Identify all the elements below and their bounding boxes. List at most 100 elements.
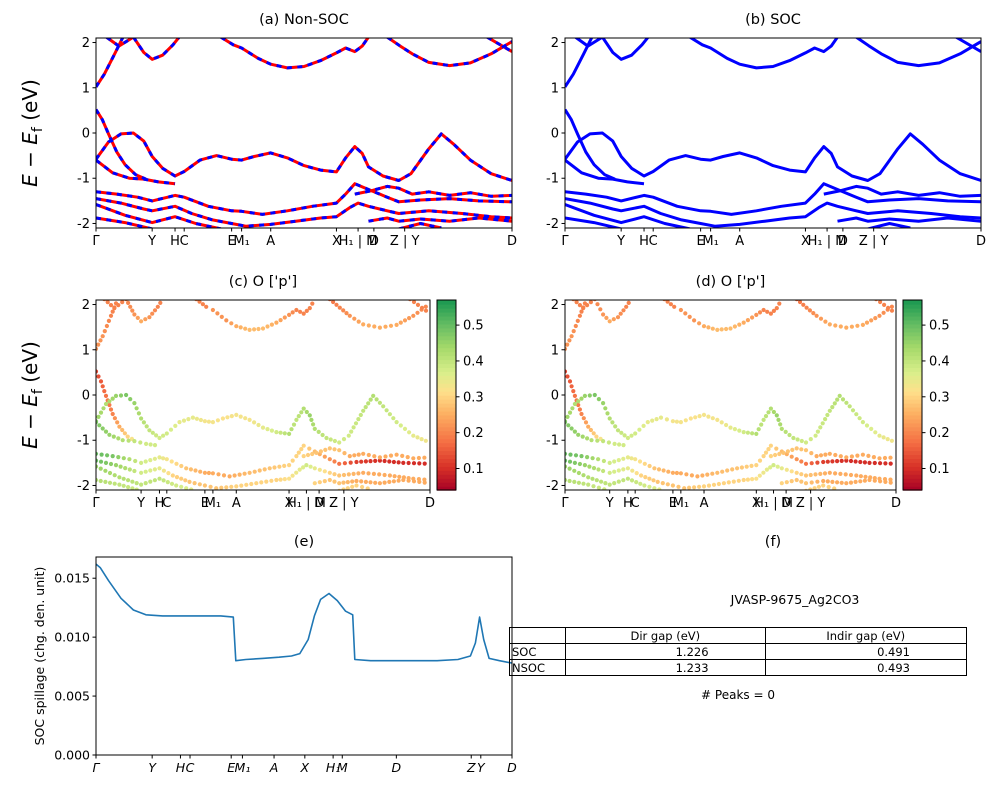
gap-table-header-dir-gap: Dir gap (eV)	[565, 627, 766, 644]
svg-text:Γ: Γ	[561, 496, 569, 511]
peaks-count: # Peaks = 0	[701, 688, 775, 702]
svg-text:H: H	[170, 234, 180, 249]
svg-text:0.015: 0.015	[54, 571, 90, 586]
svg-text:D: D	[314, 496, 324, 511]
svg-text:A: A	[735, 234, 744, 249]
svg-text:X: X	[285, 496, 294, 511]
svg-text:C: C	[162, 496, 171, 511]
gap-table-header-indir-gap: Indir gap (eV)	[764, 627, 968, 644]
panel-d-title: (d) O ['p']	[695, 274, 766, 290]
svg-text:-1: -1	[546, 434, 559, 449]
svg-text:H: H	[639, 234, 649, 249]
svg-text:Γ: Γ	[93, 760, 101, 775]
svg-text:H: H	[176, 760, 186, 775]
svg-text:A: A	[700, 496, 709, 511]
svg-text:1: 1	[551, 343, 559, 358]
svg-text:-1: -1	[546, 172, 559, 187]
svg-text:D: D	[392, 760, 402, 775]
svg-text:D: D	[369, 234, 379, 249]
svg-text:-1: -1	[77, 434, 90, 449]
svg-text:Γ: Γ	[92, 496, 100, 511]
svg-text:H: H	[623, 496, 633, 511]
gap-table-row-soc: SOC 1.226 0.491	[508, 643, 968, 660]
svg-text:M₁: M₁	[205, 496, 221, 511]
svg-text:0.4: 0.4	[463, 354, 484, 369]
svg-text:-2: -2	[77, 479, 90, 494]
svg-text:0.2: 0.2	[929, 426, 950, 441]
svg-text:1: 1	[82, 343, 90, 358]
svg-text:0.3: 0.3	[929, 390, 950, 405]
svg-text:0.5: 0.5	[929, 319, 950, 334]
panel-a-title: (a) Non-SOC	[259, 12, 349, 28]
svg-text:E: E	[697, 234, 705, 249]
svg-text:-2: -2	[546, 479, 559, 494]
svg-text:A: A	[266, 234, 275, 249]
svg-text:A: A	[269, 760, 279, 775]
svg-text:E: E	[228, 234, 236, 249]
svg-text:0.2: 0.2	[463, 426, 484, 441]
svg-text:M: M	[337, 760, 348, 775]
panel-e-title: (e)	[293, 534, 315, 550]
svg-text:0.3: 0.3	[463, 390, 484, 405]
svg-text:Y: Y	[616, 234, 625, 249]
row-label-nsoc: NSOC	[508, 659, 567, 676]
svg-text:0: 0	[82, 127, 90, 142]
svg-text:2: 2	[551, 36, 559, 51]
nsoc-indir-gap: 0.493	[764, 659, 968, 676]
soc-indir-gap: 0.491	[764, 643, 968, 660]
soc-dir-gap: 1.226	[565, 643, 766, 660]
svg-text:Z | Y: Z | Y	[329, 496, 359, 511]
svg-text:M₁: M₁	[673, 496, 689, 511]
svg-text:H₁ | M: H₁ | M	[287, 496, 326, 511]
svg-text:H₁ | M: H₁ | M	[339, 234, 378, 249]
svg-text:D: D	[781, 496, 791, 511]
svg-text:A: A	[232, 496, 241, 511]
panel-f-title: (f)	[764, 534, 782, 550]
svg-text:D: D	[891, 496, 901, 511]
gap-table-corner-cell	[508, 627, 567, 644]
svg-text:0.4: 0.4	[929, 354, 950, 369]
svg-text:2: 2	[551, 298, 559, 313]
panel-b-title: (b) SOC	[745, 12, 801, 28]
svg-text:X: X	[332, 234, 341, 249]
svg-text:Z | Y: Z | Y	[390, 234, 420, 249]
svg-text:C: C	[631, 496, 640, 511]
panel-c-title: (c) O ['p']	[228, 274, 298, 290]
svg-text:C: C	[180, 234, 189, 249]
svg-text:Y: Y	[605, 496, 614, 511]
svg-text:D: D	[507, 760, 517, 775]
svg-text:Y: Y	[148, 760, 157, 775]
svg-text:C: C	[649, 234, 658, 249]
svg-text:D: D	[507, 234, 517, 249]
svg-text:D: D	[976, 234, 986, 249]
svg-text:M₁: M₁	[702, 234, 718, 249]
svg-text:0.1: 0.1	[929, 462, 950, 477]
svg-text:0.1: 0.1	[463, 462, 484, 477]
svg-text:1: 1	[551, 81, 559, 96]
svg-text:Y: Y	[136, 496, 145, 511]
svg-text:X: X	[801, 234, 810, 249]
svg-text:D: D	[838, 234, 848, 249]
row-label-soc: SOC	[508, 643, 567, 660]
svg-text:0.000: 0.000	[54, 748, 90, 763]
svg-text:-2: -2	[77, 217, 90, 232]
svg-text:Γ: Γ	[92, 234, 100, 249]
svg-text:E: E	[201, 496, 209, 511]
svg-text:M₁: M₁	[235, 760, 251, 775]
svg-text:E: E	[227, 760, 235, 775]
svg-text:0.5: 0.5	[463, 319, 484, 334]
svg-text:Z: Z	[466, 760, 476, 775]
svg-text:1: 1	[82, 81, 90, 96]
panel-a-ylabel: E − Ef (eV)	[18, 79, 46, 187]
material-heading: JVASP-9675_Ag2CO3	[730, 592, 860, 607]
gap-table: Dir gap (eV) Indir gap (eV) SOC 1.226 0.…	[508, 627, 968, 676]
svg-text:Z | Y: Z | Y	[859, 234, 889, 249]
svg-text:0.010: 0.010	[54, 630, 90, 645]
svg-text:Γ: Γ	[561, 234, 569, 249]
svg-text:X: X	[752, 496, 761, 511]
